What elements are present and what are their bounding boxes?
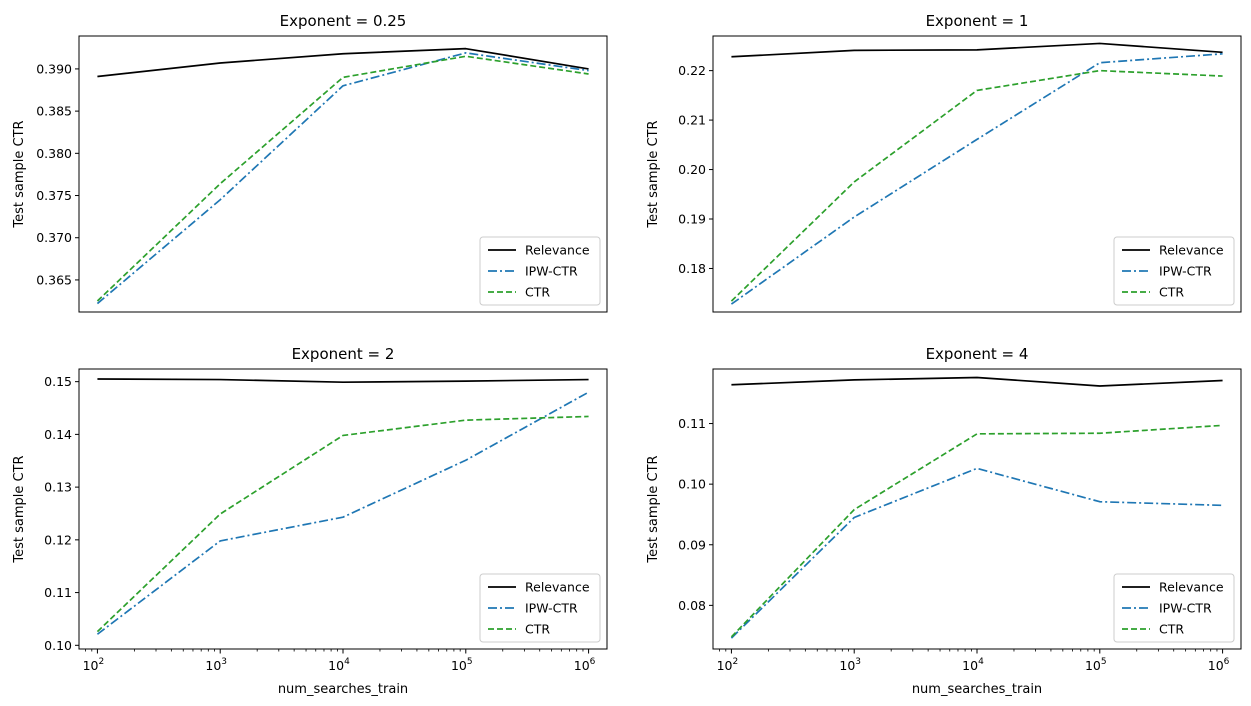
axes-frame xyxy=(712,368,1242,650)
legend: Relevance IPW-CTR CTR xyxy=(479,573,601,643)
series-relevance-line xyxy=(97,47,589,78)
x-tick-label: 102 xyxy=(717,657,739,673)
y-axis-label: Test sample CTR xyxy=(646,120,661,228)
x-tick-label: 105 xyxy=(1085,657,1107,673)
legend-box xyxy=(479,236,601,306)
y-tick-label: 0.08 xyxy=(678,598,706,613)
y-tick-label: 0.22 xyxy=(678,63,706,78)
subplot-2: Exponent = 1 Test sample CTR 0.18 0.19 0.20 0… xyxy=(646,12,1242,313)
series-ipw-ctr-line xyxy=(730,467,1223,639)
legend: Relevance IPW-CTR CTR xyxy=(479,236,601,306)
y-tick-label: 0.10 xyxy=(678,477,706,492)
legend: Relevance IPW-CTR CTR xyxy=(1113,236,1235,306)
y-tick-label: 0.375 xyxy=(36,188,72,203)
y-tick-label: 0.370 xyxy=(36,230,72,245)
y-axis-label: Test sample CTR xyxy=(12,455,27,563)
y-tick-label: 0.385 xyxy=(36,104,72,119)
x-tick-label: 105 xyxy=(451,657,473,673)
y-axis-label: Test sample CTR xyxy=(646,455,661,563)
x-tick-label: 106 xyxy=(574,657,596,673)
x-tick-label: 102 xyxy=(83,657,105,673)
legend-label: IPW-CTR xyxy=(525,601,578,616)
legend-label: IPW-CTR xyxy=(1159,601,1212,616)
series-ctr-line xyxy=(730,69,1223,302)
series-relevance-line xyxy=(97,378,589,384)
x-axis-label: num_searches_train xyxy=(912,682,1042,697)
series-ipw-ctr-line xyxy=(96,52,589,305)
subplot-title: Exponent = 0.25 xyxy=(280,12,407,30)
subplot-3: Exponent = 2 Test sample CTR 0.10 0.11 0.12 0… xyxy=(12,345,608,697)
subplot-1: Exponent = 0.25 Test sample CTR 0.365 0.370… xyxy=(12,12,608,313)
y-tick-label: 0.20 xyxy=(678,162,706,177)
series-ipw-ctr-line xyxy=(730,52,1223,305)
legend-box xyxy=(1113,236,1235,306)
x-tick-label: 104 xyxy=(328,657,350,673)
y-tick-label: 0.390 xyxy=(36,61,72,76)
y-tick-label: 0.18 xyxy=(678,261,706,276)
legend-label: Relevance xyxy=(525,580,590,595)
series-ctr-line xyxy=(730,424,1223,638)
subplot-4: Exponent = 4 Test sample CTR 0.08 0.09 0.10 0… xyxy=(646,345,1242,697)
series-ctr-line xyxy=(96,415,589,633)
legend-label: Relevance xyxy=(1159,243,1224,258)
legend-label: Relevance xyxy=(1159,580,1224,595)
series-relevance-line xyxy=(731,42,1223,58)
y-tick-label: 0.365 xyxy=(36,272,72,287)
y-axis-label: Test sample CTR xyxy=(12,120,27,228)
legend-label: CTR xyxy=(1159,622,1184,637)
legend-label: IPW-CTR xyxy=(1159,264,1212,279)
subplot-title: Exponent = 4 xyxy=(926,345,1029,363)
y-tick-label: 0.09 xyxy=(678,537,706,552)
axes-frame xyxy=(78,368,608,650)
y-tick-label: 0.15 xyxy=(44,374,72,389)
subplot-title: Exponent = 1 xyxy=(926,12,1029,30)
legend-label: CTR xyxy=(525,285,550,300)
x-tick-label: 106 xyxy=(1208,657,1230,673)
y-tick-label: 0.12 xyxy=(44,532,72,547)
y-tick-label: 0.21 xyxy=(678,113,706,128)
axes-frame xyxy=(712,35,1242,313)
y-tick-label: 0.11 xyxy=(678,416,706,431)
legend-box xyxy=(479,573,601,643)
x-axis-label: num_searches_train xyxy=(278,682,408,697)
y-tick-label: 0.380 xyxy=(36,146,72,161)
legend-label: CTR xyxy=(1159,285,1184,300)
legend-label: CTR xyxy=(525,622,550,637)
series-ipw-ctr-line xyxy=(96,391,589,635)
y-tick-label: 0.19 xyxy=(678,212,706,227)
y-tick-label: 0.13 xyxy=(44,480,72,495)
x-tick-label: 104 xyxy=(962,657,984,673)
x-tick-label: 103 xyxy=(205,657,227,673)
legend-label: IPW-CTR xyxy=(525,264,578,279)
x-tick-label: 103 xyxy=(839,657,861,673)
series-ctr-line xyxy=(96,55,589,302)
legend-box xyxy=(1113,573,1235,643)
y-tick-label: 0.11 xyxy=(44,585,72,600)
subplot-title: Exponent = 2 xyxy=(292,345,395,363)
series-relevance-line xyxy=(731,376,1223,387)
axes-frame xyxy=(78,35,608,313)
y-tick-label: 0.14 xyxy=(44,427,72,442)
legend: Relevance IPW-CTR CTR xyxy=(1113,573,1235,643)
legend-label: Relevance xyxy=(525,243,590,258)
y-tick-label: 0.10 xyxy=(44,638,72,653)
